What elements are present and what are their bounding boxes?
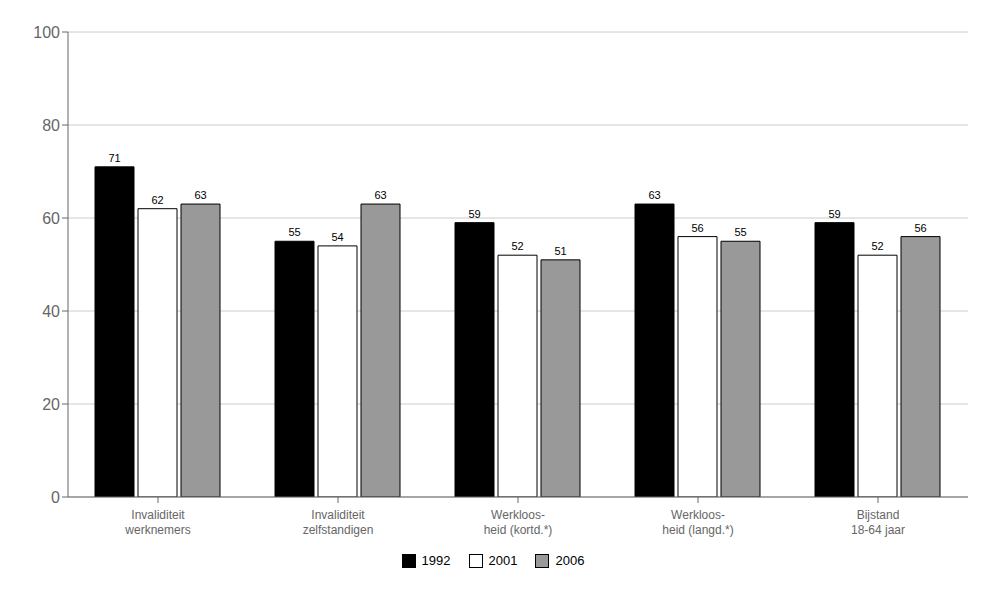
svg-text:52: 52 [511, 240, 523, 252]
html-text:2001: 2001 [488, 553, 518, 568]
svg-text:63: 63 [648, 189, 660, 201]
svg-text:56: 56 [914, 222, 926, 234]
svg-text:Invaliditeitwerknemers: Invaliditeitwerknemers [124, 508, 190, 537]
svg-text:55: 55 [288, 226, 300, 238]
svg-text:0: 0 [51, 489, 60, 506]
html-text:1992: 1992 [421, 553, 451, 568]
svg-text:62: 62 [151, 194, 163, 206]
svg-text:60: 60 [42, 210, 60, 227]
svg-text:Werkloos-heid (langd.*): Werkloos-heid (langd.*) [662, 508, 733, 537]
svg-text:71: 71 [108, 152, 120, 164]
svg-text:40: 40 [42, 303, 60, 320]
svg-text:55: 55 [734, 226, 746, 238]
svg-text:54: 54 [331, 231, 343, 243]
svg-text:Werkloos-heid (kortd.*): Werkloos-heid (kortd.*) [484, 508, 553, 537]
svg-text:20: 20 [42, 396, 60, 413]
svg-text:52: 52 [871, 240, 883, 252]
svg-text:63: 63 [374, 189, 386, 201]
svg-text:56: 56 [691, 222, 703, 234]
svg-text:59: 59 [468, 208, 480, 220]
svg-text:59: 59 [828, 208, 840, 220]
svg-text:51: 51 [554, 245, 566, 257]
svg-text:Bijstand18-64 jaar: Bijstand18-64 jaar [851, 508, 905, 537]
svg-text:63: 63 [194, 189, 206, 201]
svg-text:80: 80 [42, 117, 60, 134]
svg-text:Invaliditeitzelfstandigen: Invaliditeitzelfstandigen [303, 508, 374, 537]
html-text:2006: 2006 [555, 553, 585, 568]
svg-text:100: 100 [33, 24, 60, 41]
